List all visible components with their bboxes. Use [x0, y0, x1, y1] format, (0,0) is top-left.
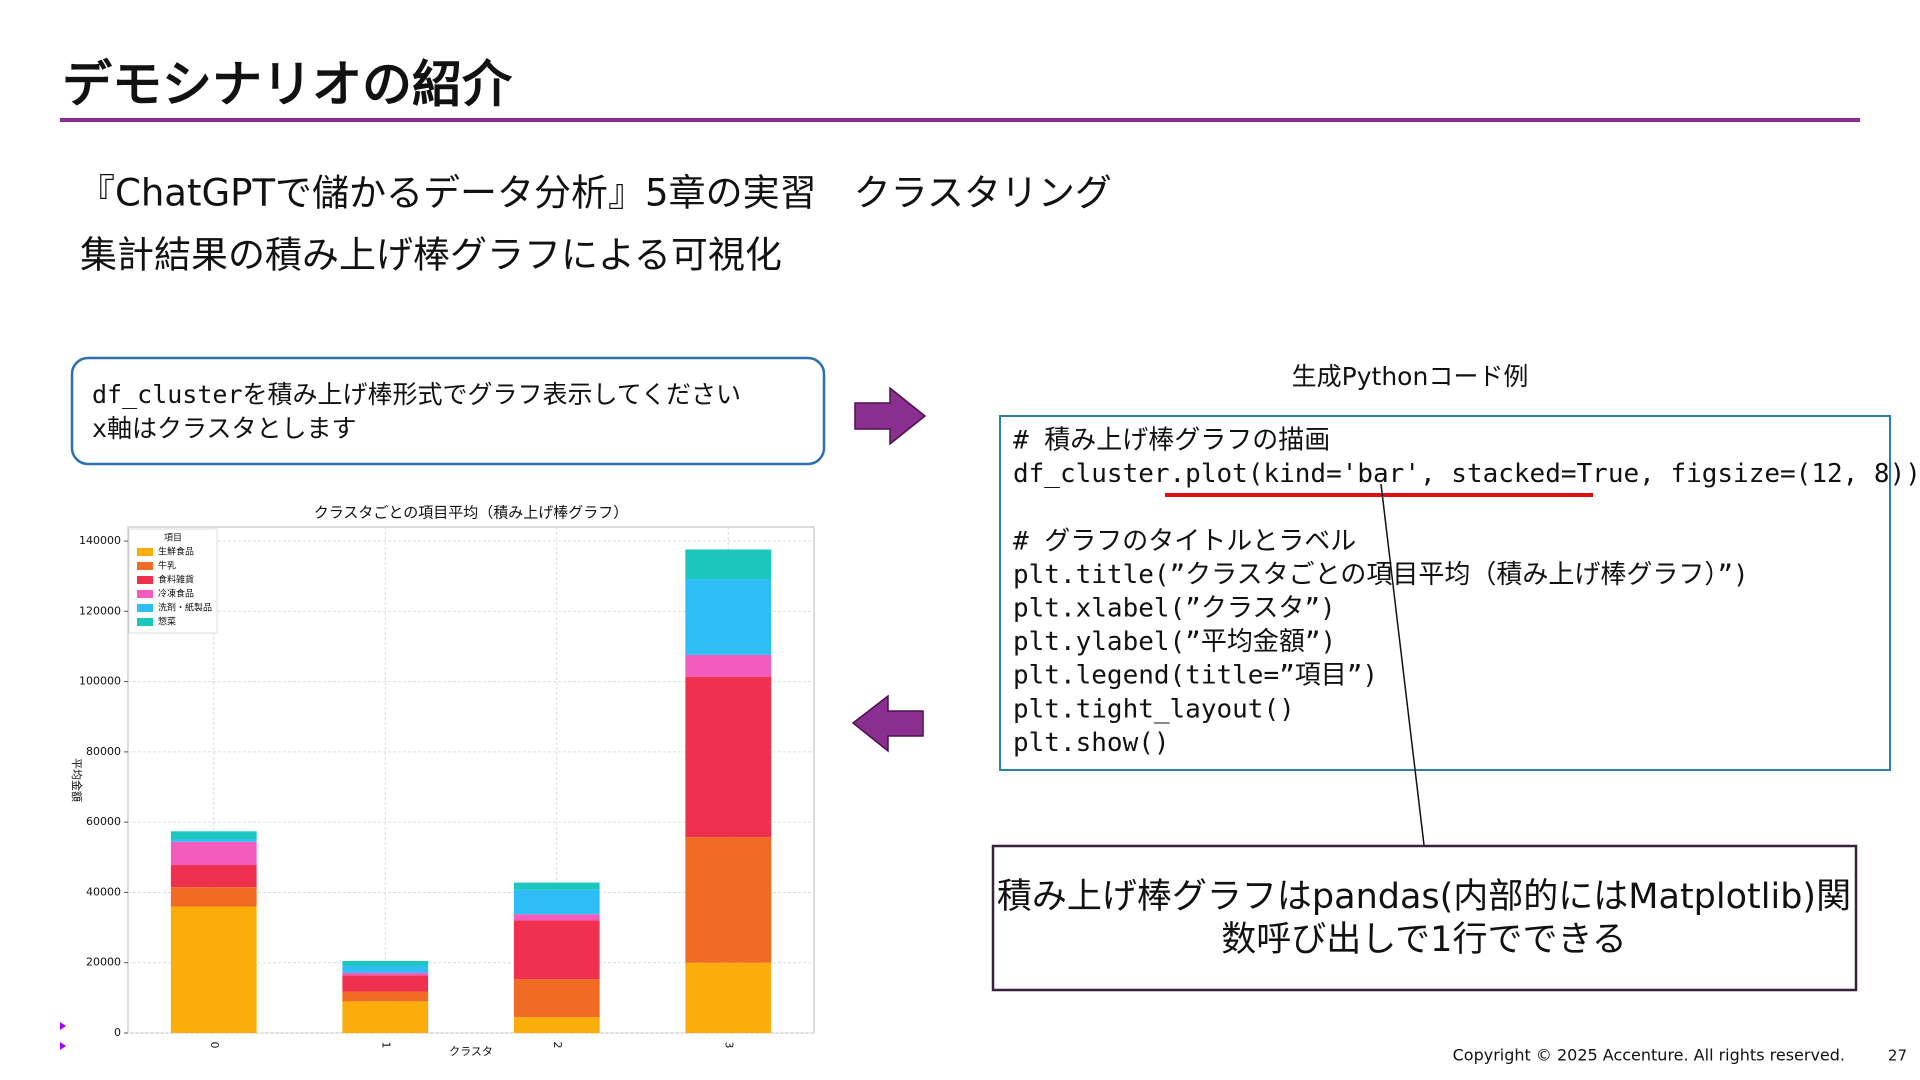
- x-tick-label: 1: [379, 1042, 392, 1049]
- y-tick-label: 120000: [79, 604, 121, 617]
- bar-segment: [685, 962, 772, 1033]
- legend-label: 洗剤・紙製品: [158, 602, 212, 614]
- callout-text: 数呼び出しで1行でできる: [1221, 920, 1627, 960]
- legend-title: 項目: [164, 533, 182, 544]
- callout-connector: [1380, 483, 1425, 846]
- bar-segment: [170, 865, 257, 888]
- slide-title: デモシナリオの紹介: [62, 56, 513, 114]
- bar-segment: [685, 579, 772, 655]
- y-tick-label: 80000: [86, 745, 121, 758]
- bar-segment: [342, 965, 429, 973]
- chart-title: クラスタごとの項目平均（積み上げ棒グラフ）: [314, 504, 629, 522]
- code-line: # グラフのタイトルとラベル: [1013, 526, 1356, 556]
- x-tick-label: 2: [551, 1042, 564, 1049]
- logo-mark: [60, 1022, 66, 1050]
- bar-segment: [513, 979, 600, 1018]
- x-tick-label: 3: [722, 1042, 735, 1049]
- subtitle: 集計結果の積み上げ棒グラフによる可視化: [80, 234, 782, 277]
- code-line: df_cluster.plot(kind='bar', stacked=True…: [1013, 459, 1920, 489]
- legend-swatch: [137, 618, 153, 626]
- legend-label: 生鮮食品: [158, 546, 194, 558]
- bar-segment: [685, 676, 772, 838]
- callout-text: 積み上げ棒グラフはpandas(内部的にはMatplotlib)関: [997, 877, 1851, 917]
- code-line: plt.ylabel(”平均金額”): [1013, 627, 1336, 657]
- prompt-box: [70, 356, 826, 466]
- bar-segment: [170, 839, 257, 842]
- prompt-text: df_clusterを積み上げ棒形式でグラフ表示してください: [92, 380, 741, 409]
- subtitle: 『ChatGPTで儲かるデータ分析』5章の実習 クラスタリング: [78, 172, 1112, 215]
- y-tick-label: 60000: [86, 815, 121, 828]
- code-line: plt.xlabel(”クラスタ”): [1013, 594, 1336, 624]
- bar-segment: [685, 654, 772, 677]
- code-line: # 積み上げ棒グラフの描画: [1013, 426, 1330, 456]
- code-box: [999, 415, 1891, 771]
- chart: クラスタごとの項目平均（積み上げ棒グラフ） クラスタ 平均金額 0 20000 40…: [70, 504, 815, 1058]
- code-caption: 生成Pythonコード例: [1292, 362, 1529, 391]
- y-tick-label: 140000: [79, 534, 121, 547]
- bar-segment: [513, 1017, 600, 1033]
- bar-segment: [513, 889, 600, 915]
- bar-segment: [342, 960, 429, 966]
- legend-swatch: [137, 562, 153, 570]
- bar-segment: [342, 975, 429, 992]
- legend-swatch: [137, 590, 153, 598]
- y-axis-label: 平均金額: [70, 758, 84, 802]
- legend-label: 食料雑貨: [158, 574, 194, 586]
- prompt-text: x軸はクラスタとします: [92, 414, 357, 443]
- page-number: 27: [1888, 1047, 1907, 1065]
- bar-segment: [170, 887, 257, 907]
- y-tick-label: 40000: [86, 885, 121, 898]
- bar-segment: [513, 882, 600, 890]
- code-line: plt.legend(title=”項目”): [1013, 661, 1378, 691]
- y-tick-label: 20000: [86, 956, 121, 969]
- legend-swatch: [137, 576, 153, 584]
- legend-label: 惣菜: [158, 616, 176, 628]
- arrow-left: [851, 694, 924, 753]
- bar-segment: [513, 920, 600, 980]
- arrow-right: [854, 386, 927, 446]
- bar-segment: [342, 972, 429, 976]
- legend-swatch: [137, 604, 153, 612]
- y-tick-label: 0: [114, 1026, 121, 1039]
- legend-swatch: [137, 548, 153, 556]
- y-tick-label: 100000: [79, 675, 121, 688]
- bar-segment: [170, 831, 257, 840]
- x-tick-label: 0: [208, 1042, 221, 1049]
- bar-segment: [342, 991, 429, 1002]
- callout-box: [991, 844, 1858, 992]
- bar-segment: [170, 906, 257, 1033]
- bar-segment: [685, 837, 772, 963]
- code-line: plt.tight_layout(): [1013, 694, 1295, 724]
- copyright: Copyright © 2025 Accenture. All rights r…: [1453, 1046, 1845, 1065]
- x-axis-label: クラスタ: [449, 1045, 493, 1058]
- bar-segment: [685, 549, 772, 580]
- code-block: # 積み上げ棒グラフの描画df_cluster.plot(kind='bar',…: [1013, 426, 1920, 758]
- code-line: plt.title(”クラスタごとの項目平均（積み上げ棒グラフ）”): [1013, 560, 1749, 590]
- legend-label: 冷凍食品: [158, 588, 194, 600]
- bar-segment: [170, 841, 257, 866]
- legend-label: 牛乳: [158, 560, 176, 572]
- bar-segment: [513, 914, 600, 921]
- bar-segment: [342, 1001, 429, 1033]
- code-line: plt.show(): [1013, 728, 1170, 758]
